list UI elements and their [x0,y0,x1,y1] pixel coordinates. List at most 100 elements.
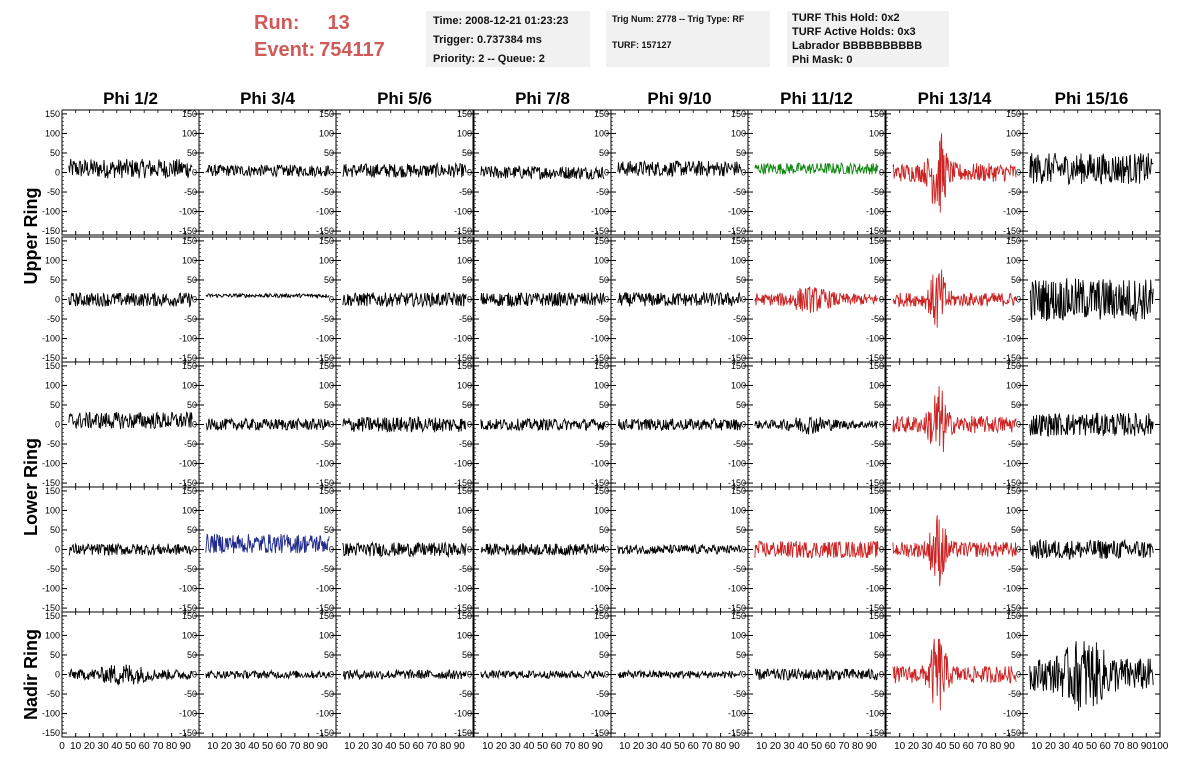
y-tick-label: 0 [604,545,609,555]
y-tick-label: 150 [45,236,60,246]
ring-label-3: Nadir Ring [21,629,41,720]
waveform-trace [892,638,1017,711]
x-tick-label: 10 [894,741,906,752]
y-tick-label: -50 [184,564,197,574]
x-tick-label: 40 [1072,741,1084,752]
y-tick-label: -100 [591,459,609,469]
y-tick-label: 150 [319,109,334,119]
y-tick-label: -100 [454,459,472,469]
x-tick-label: 20 [1045,741,1057,752]
y-tick-label: 0 [467,545,472,555]
y-tick-label: -50 [596,689,609,699]
y-tick-label: -150 [316,603,334,613]
y-tick-label: -50 [47,689,60,699]
y-tick-label: 150 [457,361,472,371]
y-tick-label: -100 [42,207,60,217]
waveform-trace [342,161,467,178]
y-tick-label: 0 [192,420,197,430]
y-tick-label: -100 [179,207,197,217]
y-tick-label: 100 [319,128,334,138]
y-tick-label: -100 [316,334,334,344]
y-tick-label: 50 [736,400,746,410]
y-tick-label: -150 [1003,226,1021,236]
y-tick-label: -100 [591,334,609,344]
y-tick-label: 150 [594,109,609,119]
y-tick-label: 0 [55,545,60,555]
x-tick-label: 30 [98,741,110,752]
waveform-trace [617,159,742,178]
y-tick-label: -150 [1003,603,1021,613]
y-tick-label: -50 [459,564,472,574]
x-tick-label: 70 [289,741,301,752]
y-tick-label: -100 [316,709,334,719]
y-tick-label: 0 [467,670,472,680]
panel-r4-c1: 150 100 50 0 -50 -100 -150 [42,486,200,613]
x-tick-label: 10 [619,741,631,752]
y-tick-label: 0 [1016,420,1021,430]
panel-r1-c4: 150 100 50 0 -50 -100 -150 [454,109,612,236]
y-tick-label: 100 [731,630,746,640]
y-tick-label: -50 [321,689,334,699]
y-tick-label: 50 [324,650,334,660]
y-tick-label: 0 [329,168,334,178]
x-tick-label: 30 [372,741,384,752]
y-tick-label: -100 [866,459,884,469]
turf-info-box: TURF This Hold: 0x2 TURF Active Holds: 0… [787,11,949,67]
y-tick-label: -150 [454,603,472,613]
x-tick-label: 40 [111,741,123,752]
panel-r4-c5: 150 100 50 0 -50 -100 -150 [591,486,749,613]
y-tick-label: -50 [871,689,884,699]
y-tick-label: 0 [329,420,334,430]
y-tick-label: -150 [1003,728,1021,738]
y-tick-label: 50 [874,525,884,535]
x-tick-label: 30 [784,741,796,752]
y-tick-label: 100 [45,505,60,515]
y-tick-label: 50 [599,275,609,285]
x-tick-label: 10 [70,741,82,752]
waveform-trace [480,417,605,432]
panel-r2-c3: 150 100 50 0 -50 -100 -150 [316,236,474,363]
y-tick-label: 50 [50,525,60,535]
y-tick-label: -50 [1008,439,1021,449]
y-tick-label: 50 [736,148,746,158]
x-tick-label: 80 [578,741,590,752]
waveform-trace [892,515,1017,587]
y-tick-label: 0 [467,168,472,178]
y-tick-label: -100 [179,584,197,594]
waveform-trace [342,415,467,434]
y-tick-label: -100 [1003,207,1021,217]
panel-r4-c8: 150 100 50 0 -50 -100 -150 [1003,486,1161,613]
x-tick-label: 60 [963,741,975,752]
x-tick-label: 60 [276,741,288,752]
y-tick-label: 100 [45,255,60,265]
x-tick-label: 50 [125,741,137,752]
column-header-6: Phi 11/12 [780,89,853,108]
waveform-trace [205,292,330,300]
panel-r3-c5: 150 100 50 0 -50 -100 -150 [591,361,749,488]
run-label: Run: [254,12,300,34]
event-number: 754117 [319,39,385,61]
y-tick-label: -50 [1008,689,1021,699]
y-tick-label: 0 [879,295,884,305]
y-tick-label: -150 [316,226,334,236]
y-tick-label: -150 [454,478,472,488]
y-tick-label: -100 [42,584,60,594]
y-tick-label: 150 [182,109,197,119]
waveform-trace [480,669,605,680]
y-tick-label: 0 [55,295,60,305]
y-tick-label: -150 [42,478,60,488]
column-header-4: Phi 7/8 [515,89,570,108]
y-tick-label: 150 [45,361,60,371]
panel-r3-c7: 150 100 50 0 -50 -100 -150 [866,361,1024,488]
y-tick-label: 0 [879,545,884,555]
y-tick-label: 50 [1011,400,1021,410]
y-tick-label: 100 [182,128,197,138]
y-tick-label: 150 [45,611,60,621]
y-tick-label: 100 [182,380,197,390]
panel-r4-c7: 150 100 50 0 -50 -100 -150 [866,486,1024,613]
y-tick-label: -100 [591,709,609,719]
y-tick-label: 100 [594,630,609,640]
y-tick-label: 0 [329,295,334,305]
y-tick-label: 0 [329,545,334,555]
y-tick-label: 100 [182,630,197,640]
